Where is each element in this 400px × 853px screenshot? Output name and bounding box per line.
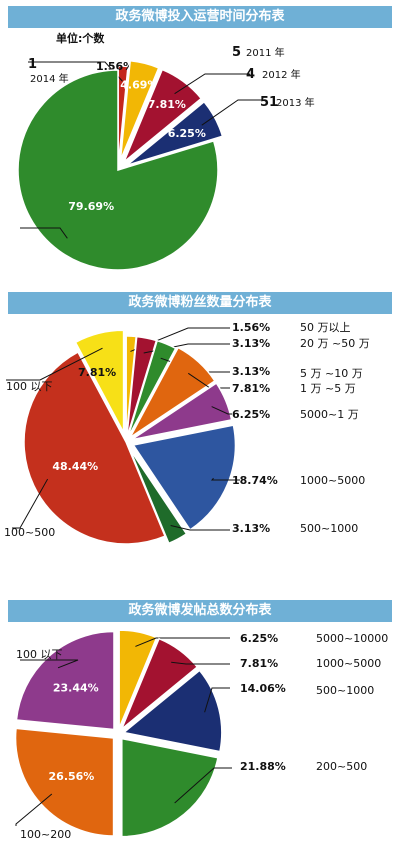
leader-line xyxy=(20,227,68,239)
leader-line xyxy=(20,659,79,669)
slice-category-label: 5 万 ~10 万 xyxy=(300,367,363,380)
slice-percent-label: 6.25% xyxy=(232,408,270,421)
pie-fans: 1.56% 50 万以上 3.13% 20 万 ~50 万 3.13% 5 万 ~10 万… xyxy=(4,321,370,545)
chart-fans: 政务微博粉丝数量分布表 1.56% 50 万以上 3.13% 20 万 ~50 万 3.… xyxy=(0,292,400,560)
slice-category-label: 2013 年 xyxy=(276,96,315,109)
slice-percent-label: 14.06% xyxy=(240,682,286,695)
slice-category-label: 5000~10000 xyxy=(316,632,388,645)
pie-slice xyxy=(120,637,199,730)
pie-slice xyxy=(117,65,129,167)
pie-slice xyxy=(129,448,188,545)
slice-category-label: 1000~5000 xyxy=(316,657,381,670)
pie-posts: 6.25% 5000~10000 7.81% 1000~5000 14.06% 500~1… xyxy=(14,629,388,841)
leader-line xyxy=(135,637,230,647)
slice-percent-label: 4.69% xyxy=(120,79,158,92)
pie-slice xyxy=(123,68,203,163)
slice-category-label: 2011 年 xyxy=(246,46,285,59)
slice-category-label: 1 万 ~5 万 xyxy=(300,382,356,395)
leader-line xyxy=(171,661,230,665)
leader-line xyxy=(6,347,103,381)
pie-slice xyxy=(132,424,237,531)
pie-slice xyxy=(121,737,219,838)
slice-category-label: 100 以下 xyxy=(6,380,53,393)
leader-line xyxy=(201,99,262,126)
pie-slice xyxy=(126,100,224,167)
leader-line xyxy=(170,525,230,531)
pie-slice xyxy=(129,346,216,439)
slice-count-label: 1 xyxy=(28,57,37,72)
leader-line xyxy=(210,477,240,481)
chart-posts: 政务微博发帖总数分布表 6.25% 5000~10000 7.81% 1000~500… xyxy=(0,600,400,853)
leader-line xyxy=(174,73,250,95)
slice-count-label: 5 xyxy=(232,45,241,60)
slice-percent-label: 1.56% xyxy=(96,60,134,73)
slice-percent-label: 23.44% xyxy=(53,681,99,694)
pie-slice xyxy=(122,669,223,753)
slice-percent-label: 1.56% xyxy=(232,321,270,334)
slice-percent-label: 3.13% xyxy=(232,365,270,378)
slice-percent-label: 79.69% xyxy=(68,200,114,213)
leader-line xyxy=(15,793,53,826)
slice-percent-label: 48.44% xyxy=(52,460,98,473)
slice-percent-label: 26.56% xyxy=(49,770,95,783)
leader-line xyxy=(211,406,232,415)
slice-percent-label: 7.81% xyxy=(148,98,186,111)
slice-percent-label: 3.13% xyxy=(232,337,270,350)
slice-category-label: 500~1000 xyxy=(316,684,374,697)
slice-count-label: 51 xyxy=(260,95,278,110)
slice-category-label: 100~200 xyxy=(20,828,71,841)
pie-slice xyxy=(23,351,167,545)
leader-line xyxy=(204,687,230,713)
pie-slice xyxy=(131,382,233,441)
slice-percent-label: 18.74% xyxy=(232,474,278,487)
slice-percent-label: 21.88% xyxy=(240,760,286,773)
slice-category-label: 2014 年 xyxy=(30,72,69,85)
slice-percent-label: 7.81% xyxy=(78,366,116,379)
slice-category-label: 50 万以上 xyxy=(300,321,351,334)
pie-slice xyxy=(126,335,158,439)
leader-line xyxy=(12,478,49,529)
pie-slice xyxy=(17,69,219,271)
slice-percent-label: 6.25% xyxy=(240,632,278,645)
slice-percent-label: 7.81% xyxy=(232,382,270,395)
leader-line xyxy=(174,767,232,804)
chart-title: 政务微博发帖总数分布表 xyxy=(8,600,392,622)
slice-category-label: 100~500 xyxy=(4,526,55,539)
slice-count-label: 4 xyxy=(246,67,255,82)
chart-title: 政务微博粉丝数量分布表 xyxy=(8,292,392,314)
slice-category-label: 2012 年 xyxy=(262,68,301,81)
pie-slice xyxy=(119,59,160,161)
slice-category-label: 5000~1 万 xyxy=(300,408,359,421)
pie-slice xyxy=(15,630,115,731)
pie-slice xyxy=(126,339,177,439)
slice-category-label: 500~1000 xyxy=(300,522,358,535)
slice-category-label: 100 以下 xyxy=(16,648,63,661)
chart-title: 政务微博投入运营时间分布表 xyxy=(8,6,392,28)
chart-subtitle: 单位:个数 xyxy=(56,31,105,45)
slice-percent-label: 7.81% xyxy=(240,657,278,670)
slice-category-label: 1000~5000 xyxy=(300,474,365,487)
slice-category-label: 200~500 xyxy=(316,760,367,773)
slice-category-label: 20 万 ~50 万 xyxy=(300,337,370,350)
pie-slice xyxy=(14,727,115,837)
slice-percent-label: 6.25% xyxy=(168,127,206,140)
slice-percent-label: 3.13% xyxy=(232,522,270,535)
chart-launch-time: 政务微博投入运营时间分布表 单位:个数 1.56% 1 2014 年 4.69% 7.81… xyxy=(0,0,400,290)
